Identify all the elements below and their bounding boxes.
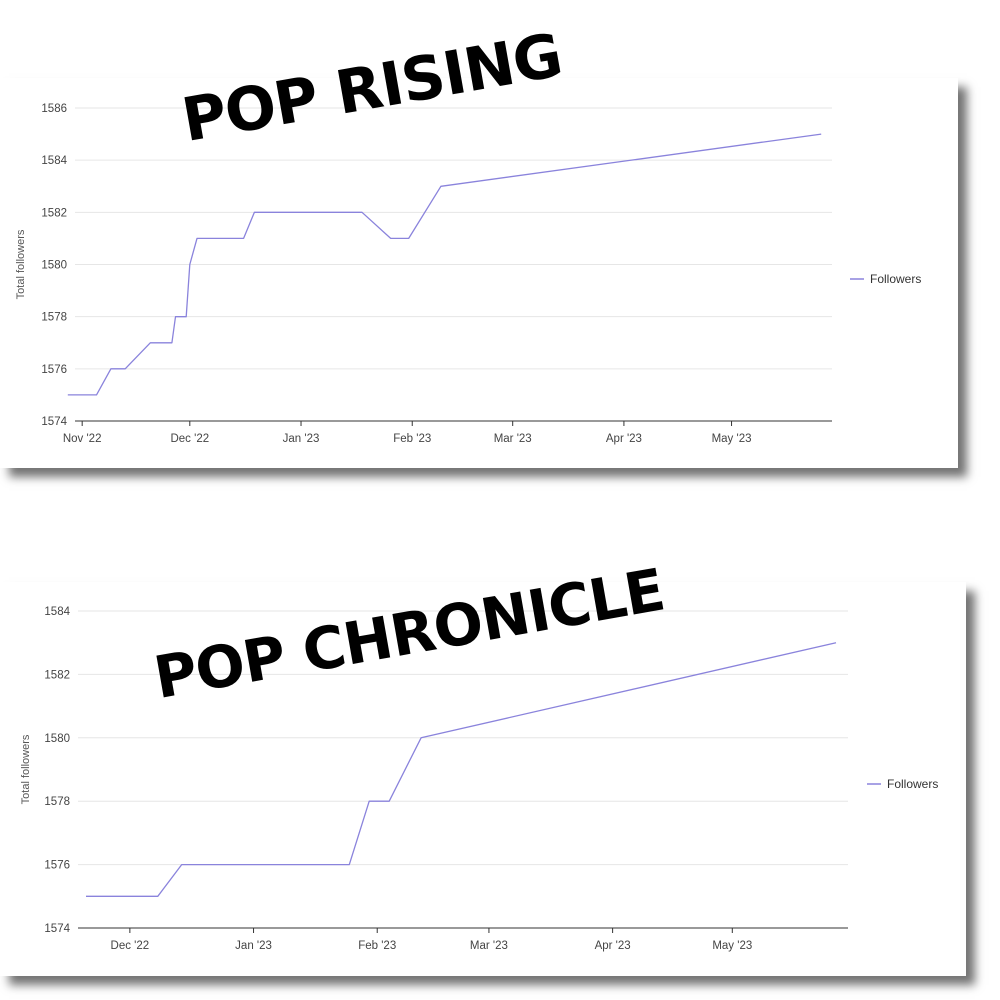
legend-label: Followers xyxy=(870,272,921,286)
y-tick-label: 1578 xyxy=(44,796,70,808)
y-tick-label: 1576 xyxy=(41,364,67,376)
y-tick-label: 1586 xyxy=(41,103,67,115)
x-tick-label: Apr '23 xyxy=(595,940,631,952)
x-tick-label: Feb '23 xyxy=(393,433,431,445)
y-tick-label: 1574 xyxy=(44,923,70,935)
series-line-followers xyxy=(86,642,837,897)
top-chart: 1574 1576 1578 1580 1582 1584 1586 Nov '22 Dec '… xyxy=(15,103,921,445)
y-axis-title: Total followers xyxy=(15,229,27,299)
bottom-chart: 1574 1576 1578 1580 1582 1584 Dec '22 Jan '23 Fe… xyxy=(20,606,938,952)
y-tick-label: 1584 xyxy=(44,606,70,618)
y-axis-title: Total followers xyxy=(20,734,32,804)
x-tick-label: Dec '22 xyxy=(111,940,150,952)
x-tick-label: Jan '23 xyxy=(235,940,272,952)
legend-label: Followers xyxy=(887,777,938,791)
x-tick-label: Mar '23 xyxy=(494,433,532,445)
x-tick-label: May '23 xyxy=(712,940,752,952)
y-tick-label: 1584 xyxy=(41,155,67,167)
bottom-chart-panel: 1574 1576 1578 1580 1582 1584 Dec '22 Jan '23 Fe… xyxy=(0,582,966,976)
x-tick-label: Dec '22 xyxy=(170,433,209,445)
series-line-followers xyxy=(67,133,822,396)
x-tick-label: Mar '23 xyxy=(470,940,508,952)
y-tick-label: 1574 xyxy=(41,416,67,428)
x-tick-label: Feb '23 xyxy=(358,940,396,952)
y-tick-label: 1580 xyxy=(41,260,67,272)
x-tick-label: Jan '23 xyxy=(283,433,320,445)
x-tick-label: May '23 xyxy=(712,433,752,445)
y-tick-label: 1582 xyxy=(41,207,67,219)
y-tick-label: 1576 xyxy=(44,860,70,872)
x-tick-label: Nov '22 xyxy=(63,433,102,445)
series-group xyxy=(86,642,837,897)
y-tick-label: 1580 xyxy=(44,733,70,745)
x-tick-label: Apr '23 xyxy=(606,433,642,445)
y-tick-label: 1582 xyxy=(44,669,70,681)
y-tick-label: 1578 xyxy=(41,312,67,324)
top-chart-panel: 1574 1576 1578 1580 1582 1584 1586 Nov '22 Dec '… xyxy=(0,78,958,468)
series-group xyxy=(67,133,822,396)
